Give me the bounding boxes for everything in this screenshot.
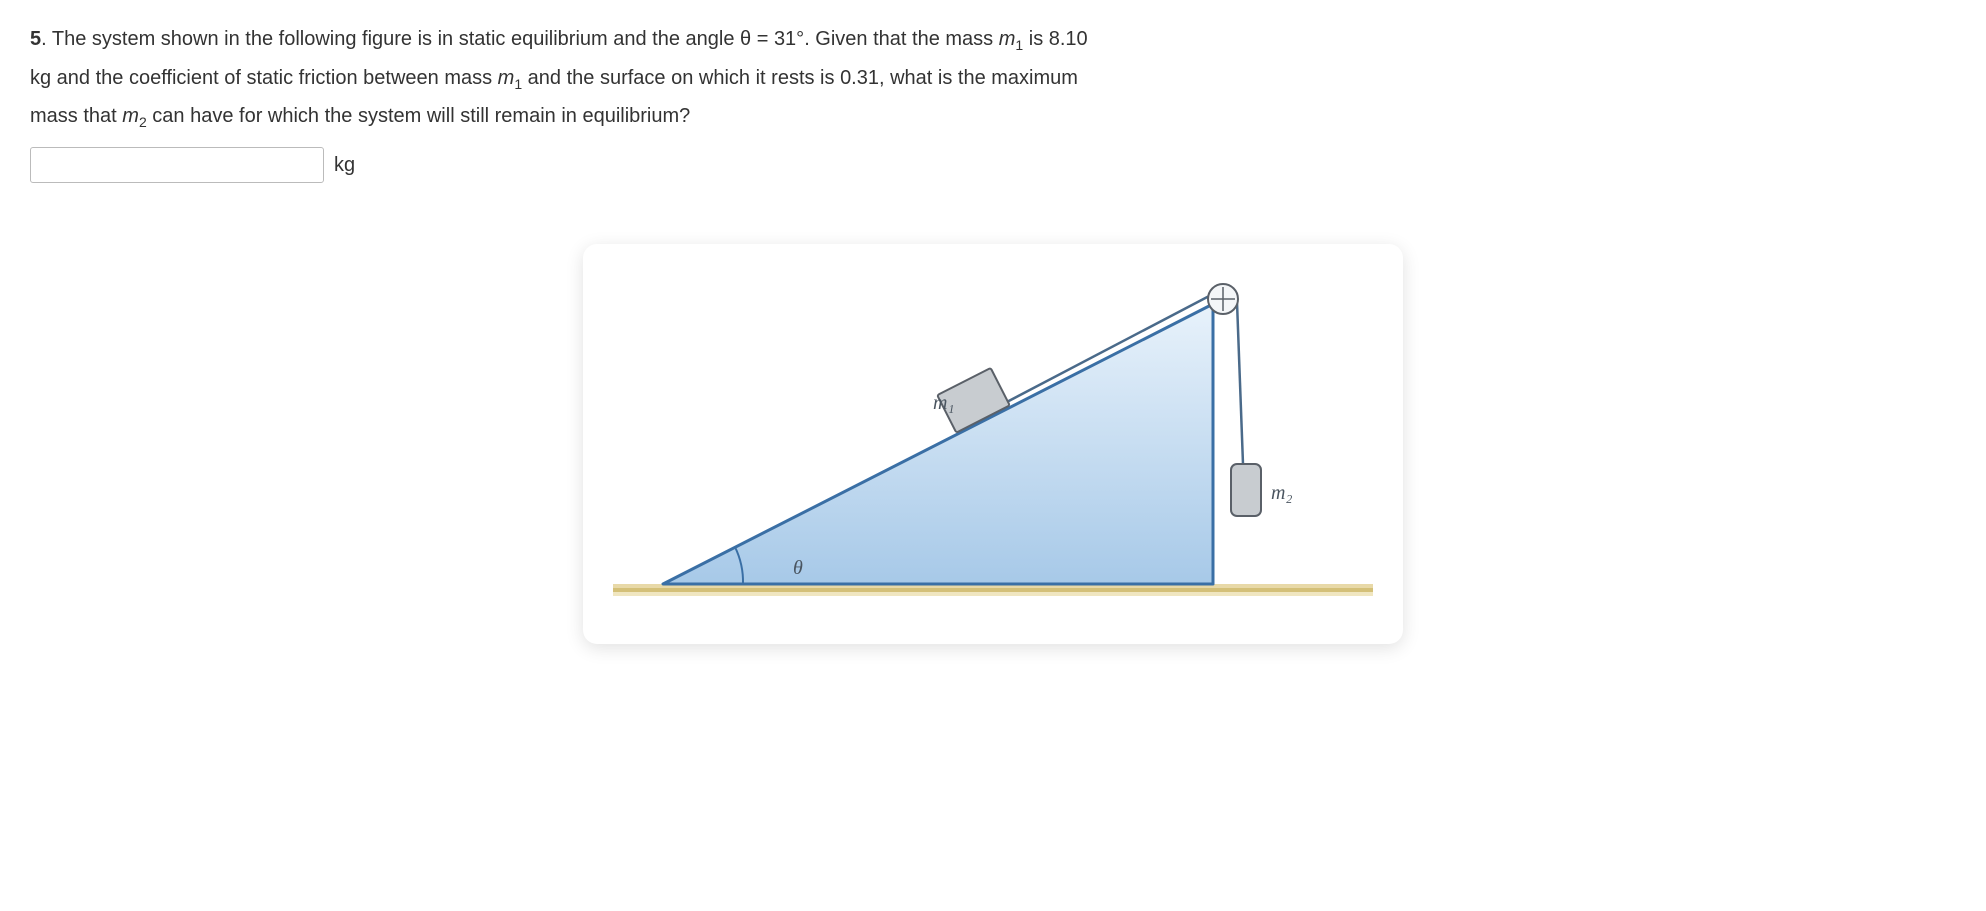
question-number: 5 bbox=[30, 28, 41, 50]
diagram-svg: θ m₁ m₂ bbox=[583, 244, 1403, 644]
figure-diagram: θ m₁ m₂ bbox=[583, 244, 1403, 644]
svg-text:m₂: m₂ bbox=[1271, 482, 1292, 504]
q-m2-sym: m2 bbox=[122, 105, 146, 127]
q-text-1: . The system shown in the following figu… bbox=[41, 28, 774, 50]
q-angle: 31° bbox=[774, 28, 804, 50]
question-text: 5. The system shown in the following fig… bbox=[30, 20, 1950, 136]
q-text-4: kg and the coefficient of static frictio… bbox=[30, 67, 498, 89]
q-text-2: . Given that the mass bbox=[804, 28, 999, 50]
q-mu-value: 0.31 bbox=[840, 67, 879, 89]
answer-row: kg bbox=[30, 146, 1956, 184]
q-m1-value: 8.10 bbox=[1049, 28, 1088, 50]
q-text-8: can have for which the system will still… bbox=[147, 105, 691, 127]
figure-wrap: θ m₁ m₂ bbox=[30, 244, 1956, 644]
svg-text:m₁: m₁ bbox=[933, 392, 954, 414]
answer-input[interactable] bbox=[30, 147, 324, 183]
q-m1-sym: m1 bbox=[999, 28, 1023, 50]
q-text-5: and the surface on which it rests is bbox=[522, 67, 840, 89]
q-text-6: , what is the maximum bbox=[879, 67, 1078, 89]
svg-text:θ: θ bbox=[793, 557, 803, 579]
q-text-7: mass that bbox=[30, 105, 122, 127]
q-m1-sym-2: m1 bbox=[498, 67, 522, 89]
answer-unit: kg bbox=[334, 146, 355, 184]
q-text-3: is bbox=[1023, 28, 1049, 50]
